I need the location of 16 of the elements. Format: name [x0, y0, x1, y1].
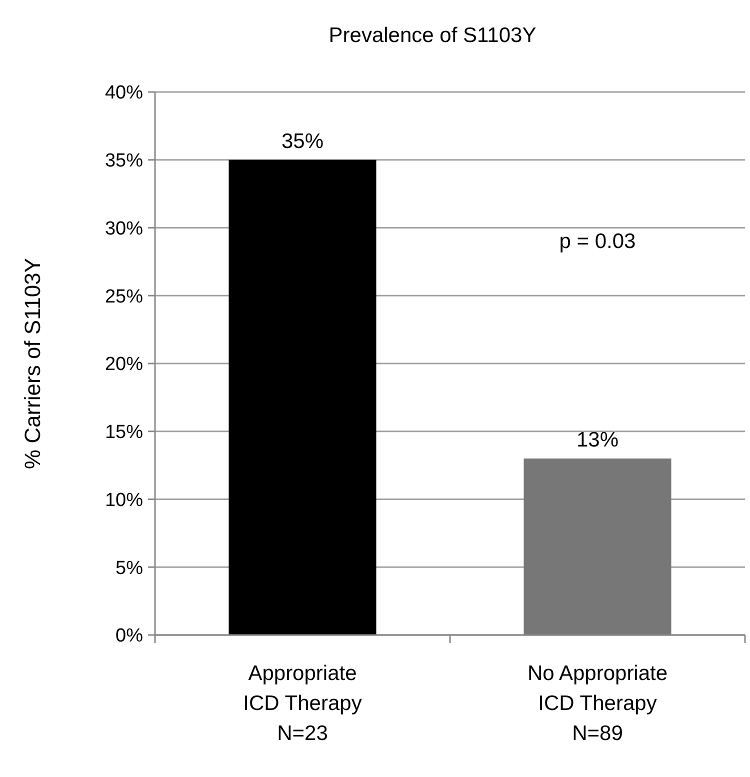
- y-tick-label: 10%: [104, 490, 144, 511]
- y-tick-label: 5%: [116, 558, 144, 579]
- x-tick-label: No Appropriate ICD Therapy N=89: [527, 662, 668, 745]
- y-axis-title: % Carriers of S1103Y: [20, 258, 45, 470]
- y-tick-label: 40%: [104, 82, 144, 104]
- annotation: p = 0.03: [559, 230, 636, 253]
- y-tick-label: 15%: [104, 422, 144, 444]
- data-label: 35%: [281, 130, 324, 153]
- data-label: 13%: [576, 428, 619, 452]
- chart-title: Prevalence of S1103Y: [328, 24, 536, 47]
- y-tick-label: 25%: [104, 286, 144, 308]
- y-tick-label: 0%: [116, 626, 144, 647]
- y-tick-label: 35%: [104, 150, 144, 172]
- y-tick-label: 30%: [104, 218, 144, 240]
- y-tick-label: 20%: [104, 354, 144, 376]
- x-tick-label: Appropriate ICD Therapy N=23: [243, 662, 362, 745]
